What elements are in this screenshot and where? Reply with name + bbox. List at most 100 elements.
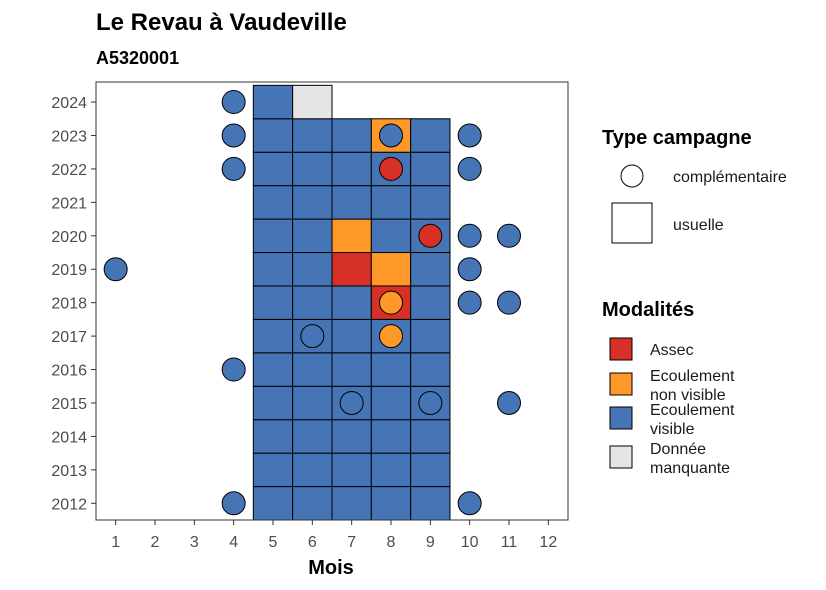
legend-label-manquante-1: manquante [650,460,730,477]
cell-2024-5 [252,84,294,120]
x-tick-label-9: 9 [426,534,435,551]
usuelle-cells [252,84,451,521]
cell-2021-8 [370,185,412,220]
cell-2023-6 [292,118,333,153]
legend-label-usuelle: usuelle [673,217,724,234]
point-2020-9 [418,223,443,248]
y-tick-label-2014: 2014 [51,429,87,446]
cell-2013-9 [410,452,451,488]
cell-2023-7 [331,118,372,153]
cell-2018-9 [410,285,451,320]
legend-type-title: Type campagne [602,127,752,149]
point-2019-10 [457,257,482,282]
cell-2014-5 [252,419,294,454]
cell-2016-6 [292,352,333,387]
complementaire-points [103,90,521,516]
y-tick-label-2017: 2017 [51,329,87,346]
cell-2022-9 [410,151,451,187]
x-tick-label-2: 2 [151,534,160,551]
x-tick-label-12: 12 [539,534,557,551]
cell-2022-7 [331,151,372,187]
point-2022-8 [379,156,403,181]
legend-swatch-manquante [609,445,633,469]
y-tick-label-2020: 2020 [51,229,87,246]
chart-subtitle: A5320001 [96,48,179,68]
legend-square-symbol [611,202,653,244]
legend-type: Type campagne complémentaire usuelle [602,127,787,244]
point-2023-10 [457,123,482,148]
cell-2014-8 [370,419,412,454]
legend-swatch-visible [609,406,633,430]
chart-title: Le Revau à Vaudeville [96,9,347,36]
cell-2018-6 [292,285,333,320]
legend-label-nonvisible-0: Ecoulement [650,368,735,385]
cell-2024-6 [292,84,333,120]
y-tick-label-2016: 2016 [51,363,87,380]
cell-2019-8 [370,252,412,287]
cell-2023-5 [252,118,294,153]
cell-2019-6 [292,252,333,287]
legend-label-visible-1: visible [650,421,695,438]
point-2012-4 [221,491,246,516]
cell-2019-7 [331,252,372,287]
cell-2020-7 [331,218,372,254]
cell-2023-9 [410,118,451,153]
x-tick-label-3: 3 [190,534,199,551]
cell-2017-7 [331,318,372,354]
legend-label-assec-0: Assec [650,342,694,359]
cell-2019-9 [410,252,451,287]
cell-2014-7 [331,419,372,454]
point-2016-4 [221,357,246,382]
legend-label-nonvisible-1: non visible [650,387,726,404]
cell-2015-5 [252,385,294,421]
plot-border [95,81,569,521]
cell-2013-6 [292,452,333,488]
y-tick-label-2018: 2018 [51,296,87,313]
point-2022-10 [457,156,482,181]
x-tick-label-10: 10 [461,534,479,551]
point-2018-8 [379,290,403,315]
x-tick-label-8: 8 [387,534,396,551]
legend-swatch-nonvisible [609,372,633,396]
point-2015-7 [339,390,364,415]
x-tick-label-11: 11 [501,534,518,551]
x-tick-label-1: 1 [111,534,120,551]
x-tick-label-4: 4 [229,534,238,551]
point-2017-8 [379,324,403,349]
legend-label-manquante-0: Donnée [650,441,706,458]
x-tick-label-7: 7 [347,534,356,551]
point-2018-10 [457,290,482,315]
y-tick-label-2015: 2015 [51,396,87,413]
x-axis-title: Mois [308,557,354,579]
cell-2016-5 [252,352,294,387]
cell-2016-8 [370,352,412,387]
cell-2013-8 [370,452,412,488]
y-tick-label-2021: 2021 [51,195,87,212]
cell-2020-8 [370,218,412,254]
cell-2017-9 [410,318,451,354]
cell-2021-7 [331,185,372,220]
point-2020-11 [497,223,521,248]
cell-2022-5 [252,151,294,187]
cell-2021-5 [252,185,294,220]
cell-2022-6 [292,151,333,187]
cell-2018-7 [331,285,372,320]
cell-2016-9 [410,352,451,387]
cell-2021-6 [292,185,333,220]
cell-2019-5 [252,252,294,287]
cell-2013-7 [331,452,372,488]
cell-2012-9 [410,486,451,521]
point-2012-10 [457,491,482,516]
point-2023-8 [379,123,403,148]
point-2024-4 [221,90,246,115]
cell-2012-6 [292,486,333,521]
cell-2012-5 [252,486,294,521]
y-tick-label-2023: 2023 [51,128,87,145]
legend-label-complementaire: complémentaire [673,169,787,186]
legend-modalites-title: Modalités [602,299,694,321]
y-tick-label-2012: 2012 [51,496,87,513]
point-2015-9 [418,390,443,415]
legend-label-visible-0: Ecoulement [650,402,735,419]
